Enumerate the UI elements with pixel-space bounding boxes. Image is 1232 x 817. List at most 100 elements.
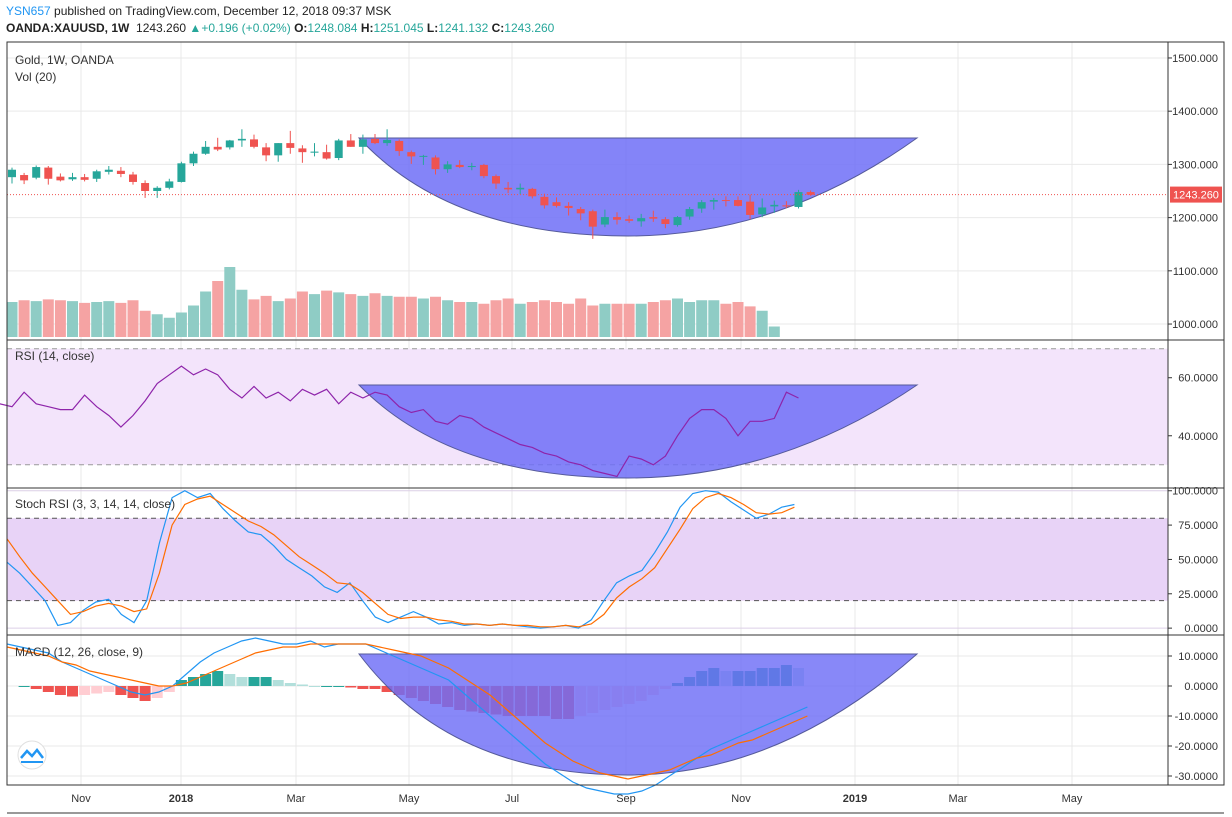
candle [782,201,791,209]
candle-body [298,148,307,153]
volume-bar [696,300,708,337]
candle-body [661,219,670,224]
candle [746,194,755,220]
candle [770,200,779,213]
macd-pane[interactable] [6,637,919,795]
candle [794,189,803,209]
candle [721,196,730,207]
time-axis[interactable]: Nov 2018 Mar May Jul Sep Nov 2019 Mar May [71,793,1083,805]
candle [68,172,77,181]
candle-body [116,170,125,174]
y-tick-label: 75.0000 [1178,520,1218,532]
candle-body [274,143,283,156]
volume-bar [248,299,260,337]
candle [92,169,101,182]
volume-bar [417,298,429,337]
candle-body [310,151,319,153]
candle [44,165,53,185]
candle [588,209,597,239]
candle-body [225,140,234,148]
candle [141,180,150,198]
stoch-pane-title: Stoch RSI (3, 3, 14, 14, close) [15,497,175,511]
macd-cup-shape-drawing[interactable] [357,653,919,776]
candle-body [540,196,549,206]
candle [20,172,29,185]
macd-histogram-bar [175,680,187,686]
candle-body [758,207,767,215]
volume-bar [708,300,720,337]
volume-bar [538,300,550,337]
close-label: C: [491,21,505,35]
candle [32,165,41,180]
volume-bar [551,302,562,337]
candle-body [407,152,416,157]
candle [697,200,706,213]
pane-frames [6,41,1225,814]
y-tick-label: 40.0000 [1178,431,1218,443]
candle-body [782,205,791,207]
y-tick-label: 1400.000 [1172,106,1218,118]
macd-histogram-bar [79,686,91,695]
volume-bar [6,302,18,337]
candle-body [504,187,513,190]
volume-bar [490,300,502,337]
x-tick-label: Jul [505,793,519,805]
macd-histogram-bar [139,686,151,701]
low-value: 1241.132 [438,21,489,35]
volume-bar [103,301,115,337]
candle [165,178,174,190]
stoch-rsi-pane[interactable] [6,490,1168,629]
volume-bar [54,300,66,337]
tradingview-logo-icon[interactable] [17,740,47,770]
macd-histogram-bar [30,686,42,689]
candle [443,161,452,173]
y-tick-label: 10.0000 [1178,651,1218,663]
candle-body [734,200,742,206]
author-name[interactable]: YSN657 [6,4,51,18]
x-tick-label: Mar [949,793,968,805]
candle-body [358,139,367,147]
macd-macd-line [6,637,808,795]
pane-frame [6,634,1225,786]
candle-body [80,177,89,180]
candle-body [564,205,573,209]
candle [492,174,500,189]
volume-bar [30,301,42,337]
candle-body [322,152,331,159]
macd-histogram-bar [369,686,381,689]
cup-shape-drawing[interactable] [357,137,919,237]
price-axis[interactable]: 1500.000 1400.000 1300.000 1200.000 1100.000… [1168,53,1222,783]
last-price-tag[interactable] [1170,186,1222,203]
candle [419,154,428,165]
candle-body [92,171,101,179]
pane-titles: Gold, 1W, OANDA Vol (20) RSI (14, close) St… [15,53,175,659]
candle-body [637,218,646,222]
volume-bar [611,303,623,337]
candle [189,151,198,166]
volume-bar [333,292,345,337]
candle-body [213,146,222,150]
candle [225,139,234,150]
candle-body [419,155,428,157]
candle [104,165,113,175]
candle-body [237,138,246,141]
candle [673,216,682,227]
rsi-cup-shape-drawing[interactable] [357,384,919,479]
volume-bar [236,289,248,337]
candle-body [479,164,488,177]
macd-histogram-bar [212,671,224,686]
volume-bar [296,291,308,337]
volume-bar [91,302,103,337]
y-tick-label: 1000.000 [1172,319,1218,331]
volume-bar [744,306,756,337]
volume-bar [756,310,768,337]
candle-body [153,187,162,191]
up-arrow-icon: ▲ [189,21,202,35]
price-pane[interactable] [6,129,1169,337]
rsi-pane[interactable] [0,348,1168,479]
candle-body [721,200,730,202]
macd-histogram-bar [115,686,127,695]
candle [322,144,331,160]
volume-bar [127,300,139,337]
